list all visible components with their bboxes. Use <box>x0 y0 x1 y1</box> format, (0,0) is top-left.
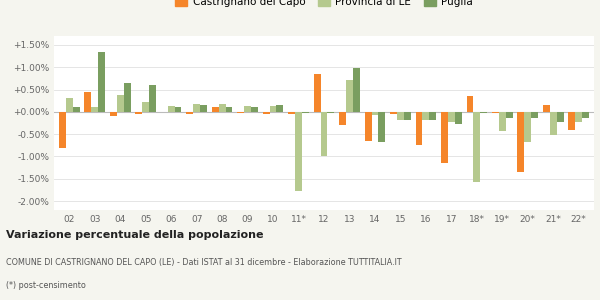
Bar <box>91 107 98 112</box>
Bar <box>575 112 582 122</box>
Bar <box>295 112 302 191</box>
Bar <box>550 112 557 135</box>
Bar <box>98 52 105 112</box>
Bar <box>288 112 295 114</box>
Bar <box>379 112 385 142</box>
Bar <box>200 105 207 112</box>
Bar <box>397 112 404 120</box>
Bar <box>244 106 251 112</box>
Bar <box>390 112 397 114</box>
Bar <box>480 112 487 113</box>
Bar <box>218 104 226 112</box>
Bar <box>448 112 455 122</box>
Bar <box>302 112 309 113</box>
Bar <box>365 112 371 141</box>
Bar <box>455 112 461 124</box>
Bar <box>467 96 473 112</box>
Bar <box>142 102 149 112</box>
Bar <box>582 112 589 118</box>
Bar <box>416 112 422 145</box>
Text: COMUNE DI CASTRIGNANO DEL CAPO (LE) - Dati ISTAT al 31 dicembre - Elaborazione T: COMUNE DI CASTRIGNANO DEL CAPO (LE) - Da… <box>6 259 401 268</box>
Bar <box>492 112 499 113</box>
Bar <box>422 112 430 120</box>
Bar <box>543 105 550 112</box>
Bar <box>499 112 506 130</box>
Bar <box>524 112 531 142</box>
Text: Variazione percentuale della popolazione: Variazione percentuale della popolazione <box>6 230 263 241</box>
Bar <box>124 83 131 112</box>
Bar <box>441 112 448 163</box>
Bar <box>73 107 80 112</box>
Bar <box>269 106 277 112</box>
Bar <box>277 105 283 112</box>
Bar <box>251 107 258 112</box>
Bar <box>263 112 269 114</box>
Bar <box>110 112 117 116</box>
Bar <box>339 112 346 125</box>
Bar <box>237 112 244 113</box>
Bar <box>175 107 181 112</box>
Bar <box>371 112 379 116</box>
Bar <box>531 112 538 118</box>
Bar <box>314 74 320 112</box>
Bar <box>430 112 436 120</box>
Bar <box>187 112 193 114</box>
Legend: Castrignano del Capo, Provincia di LE, Puglia: Castrignano del Capo, Provincia di LE, P… <box>170 0 478 11</box>
Bar <box>328 112 334 113</box>
Bar <box>404 112 411 120</box>
Bar <box>568 112 575 130</box>
Bar <box>506 112 512 118</box>
Bar <box>136 112 142 114</box>
Text: (*) post-censimento: (*) post-censimento <box>6 281 86 290</box>
Bar <box>59 112 66 148</box>
Bar <box>346 80 353 112</box>
Bar <box>353 68 360 112</box>
Bar <box>473 112 480 182</box>
Bar <box>226 107 232 112</box>
Bar <box>66 98 73 112</box>
Bar <box>149 85 156 112</box>
Bar <box>85 92 91 112</box>
Bar <box>212 107 218 112</box>
Bar <box>193 104 200 112</box>
Bar <box>320 112 328 157</box>
Bar <box>168 106 175 112</box>
Bar <box>557 112 563 122</box>
Bar <box>117 95 124 112</box>
Bar <box>517 112 524 172</box>
